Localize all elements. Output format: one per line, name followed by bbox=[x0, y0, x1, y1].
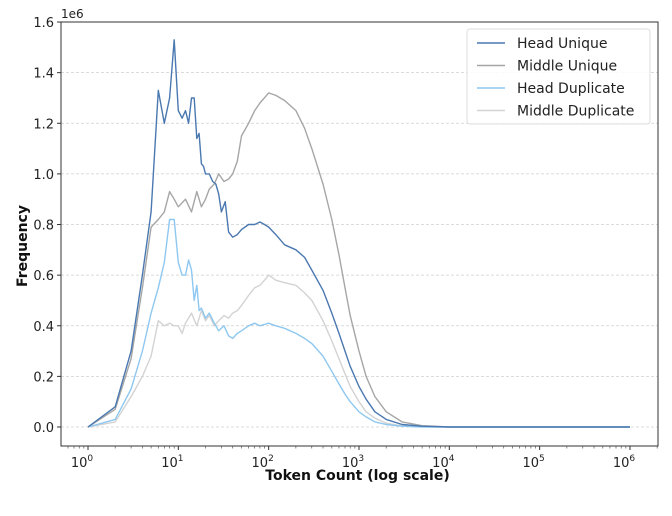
y-tick-label: 0.4 bbox=[33, 320, 54, 335]
legend-item: Head Unique bbox=[477, 36, 607, 52]
x-tick-exponent: 3 bbox=[358, 454, 364, 464]
x-tick-label: 106 bbox=[613, 454, 636, 471]
legend-item: Head Duplicate bbox=[477, 81, 625, 97]
y-tick-label: 1.4 bbox=[33, 67, 54, 82]
x-tick-exponent: 0 bbox=[87, 454, 93, 464]
y-axis-title: Frequency bbox=[15, 205, 31, 287]
x-tick-label: 105 bbox=[523, 454, 545, 471]
legend-label: Head Unique bbox=[517, 36, 607, 52]
legend-item: Middle Duplicate bbox=[477, 104, 634, 120]
legend-box bbox=[466, 28, 651, 125]
legend-item: Middle Unique bbox=[477, 59, 617, 75]
legend: Head Unique Middle Unique Head Duplicate Mi… bbox=[466, 28, 651, 125]
series-line-middle-unique bbox=[87, 92, 630, 428]
x-tick-exponent: 4 bbox=[449, 454, 455, 464]
x-tick-label: 101 bbox=[161, 454, 183, 471]
x-tick-exponent: 1 bbox=[178, 454, 184, 464]
x-tick-exponent: 2 bbox=[268, 454, 274, 464]
y-tick-label: 0.6 bbox=[33, 269, 54, 284]
x-tick-exponent: 5 bbox=[539, 454, 545, 464]
y-tick-label: 1.6 bbox=[33, 16, 54, 31]
series-line-middle-duplicate bbox=[87, 274, 630, 428]
y-tick-label: 0.2 bbox=[33, 370, 54, 385]
series-line-head-unique bbox=[87, 39, 630, 428]
plot-area-frame bbox=[60, 21, 659, 447]
series-line-head-duplicate bbox=[87, 218, 630, 428]
legend-label: Head Duplicate bbox=[517, 81, 625, 97]
legend-label: Middle Unique bbox=[517, 59, 617, 75]
y-tick-label: 1.2 bbox=[33, 117, 54, 132]
data-series bbox=[87, 39, 630, 428]
x-axis-title: Token Count (log scale) bbox=[265, 468, 449, 484]
x-tick-exponent: 6 bbox=[629, 454, 635, 464]
y-tick-label: 0.0 bbox=[33, 421, 54, 436]
y-axis: 0.0 0.2 0.4 0.6 0.8 1.0 1.2 1.4 1.6 bbox=[33, 16, 61, 436]
y-offset-label: 1e6 bbox=[61, 7, 84, 21]
y-tick-label: 1.0 bbox=[33, 168, 54, 183]
x-tick-label: 100 bbox=[71, 454, 94, 471]
y-tick-label: 0.8 bbox=[33, 219, 54, 234]
legend-label: Middle Duplicate bbox=[517, 104, 634, 120]
